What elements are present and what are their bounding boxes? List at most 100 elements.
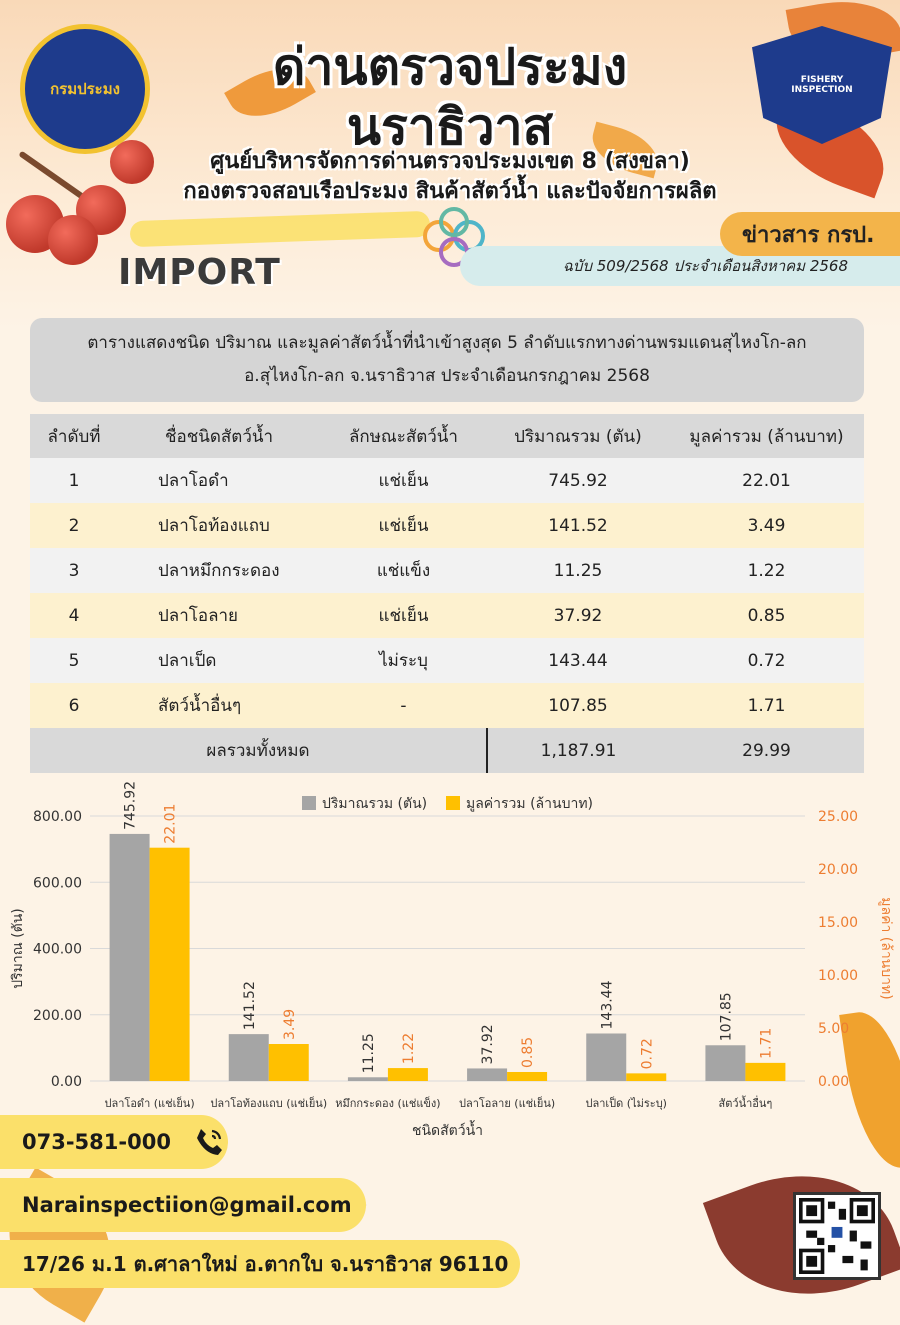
species-cell: ปลาเป็ด <box>118 638 320 683</box>
y-tick-label-left: 400.00 <box>33 942 82 958</box>
value-cell: 22.01 <box>669 458 864 503</box>
table-row: 4 ปลาโอลาย แช่เย็น 37.92 0.85 <box>30 593 864 638</box>
legend-swatch-value <box>446 796 460 810</box>
rank-cell: 6 <box>30 683 118 728</box>
y-tick-label-right: 10.00 <box>818 968 858 984</box>
email-address: Narainspectiion@gmail.com <box>22 1193 352 1217</box>
caption-line-2: อ.สุไหงโก-ลก จ.นราธิวาส ประจำเดือนกรกฎาค… <box>30 360 864 393</box>
table-total-row: ผลรวมทั้งหมด 1,187.91 29.99 <box>30 728 864 773</box>
legend-label-value: มูลค่ารวม (ล้านบาท) <box>466 796 593 812</box>
phone-icon <box>193 1126 225 1158</box>
berry-decoration <box>48 215 98 265</box>
y-tick-label-left: 600.00 <box>33 875 82 891</box>
rank-cell: 2 <box>30 503 118 548</box>
y-tick-label-right: 15.00 <box>818 915 858 931</box>
x-axis-title: ชนิดสัตว์น้ำ <box>412 1120 483 1139</box>
quantity-cell: 745.92 <box>487 458 669 503</box>
total-quantity: 1,187.91 <box>487 728 669 773</box>
column-header: ปริมาณรวม (ตัน) <box>487 414 669 458</box>
x-tick-label: สัตว์น้ำอื่นๆ <box>719 1095 773 1110</box>
bar-value <box>507 1072 547 1081</box>
quantity-cell: 143.44 <box>487 638 669 683</box>
bar-quantity <box>229 1034 269 1081</box>
news-tag: ข่าวสาร กรป. <box>720 212 900 256</box>
y-tick-label-right: 25.00 <box>818 809 858 825</box>
condition-cell: แช่เย็น <box>320 503 487 548</box>
data-label-value: 1.71 <box>758 1028 774 1059</box>
data-label-value: 22.01 <box>163 804 179 844</box>
table-row: 2 ปลาโอท้องแถบ แช่เย็น 141.52 3.49 <box>30 503 864 548</box>
bar-quantity <box>467 1068 507 1081</box>
bar-value <box>388 1068 428 1081</box>
value-cell: 0.72 <box>669 638 864 683</box>
species-cell: สัตว์น้ำอื่นๆ <box>118 683 320 728</box>
y-tick-label-left: 800.00 <box>33 809 82 825</box>
email-contact: Narainspectiion@gmail.com <box>0 1178 366 1232</box>
address-contact: 17/26 ม.1 ต.ศาลาใหม่ อ.ตากใบ จ.นราธิวาส … <box>0 1240 520 1288</box>
bar-quantity <box>110 834 150 1081</box>
bar-quantity <box>586 1033 626 1081</box>
table-row: 6 สัตว์น้ำอื่นๆ - 107.85 1.71 <box>30 683 864 728</box>
bar-quantity <box>705 1045 745 1081</box>
data-label-quantity: 141.52 <box>242 981 258 1030</box>
y-axis-title: ปริมาณ (ตัน) <box>10 908 26 989</box>
value-cell: 1.71 <box>669 683 864 728</box>
column-header: ชื่อชนิดสัตว์น้ำ <box>118 414 320 458</box>
data-label-value: 1.22 <box>401 1033 417 1064</box>
x-tick-label: ปลาโอท้องแถบ (แช่เย็น) <box>210 1096 327 1110</box>
y-axis-title-right: มูลค่า (ล้านบาท) <box>878 897 894 999</box>
table-row: 5 ปลาเป็ด ไม่ระบุ 143.44 0.72 <box>30 638 864 683</box>
bar-value <box>626 1073 666 1081</box>
quantity-cell: 107.85 <box>487 683 669 728</box>
table-row: 3 ปลาหมึกกระดอง แช่แข็ง 11.25 1.22 <box>30 548 864 593</box>
caption-line-1: ตารางแสดงชนิด ปริมาณ และมูลค่าสัตว์น้ำที… <box>30 327 864 360</box>
data-label-value: 3.49 <box>282 1009 298 1040</box>
quantity-cell: 37.92 <box>487 593 669 638</box>
data-label-quantity: 745.92 <box>123 781 139 830</box>
y-tick-label-right: 5.00 <box>818 1021 849 1037</box>
data-label-quantity: 11.25 <box>361 1033 377 1073</box>
data-label-value: 0.85 <box>520 1037 536 1068</box>
qr-code-icon <box>793 1192 881 1280</box>
table-row: 1 ปลาโอดำ แช่เย็น 745.92 22.01 <box>30 458 864 503</box>
column-header: ลำดับที่ <box>30 414 118 458</box>
data-label-value: 0.72 <box>639 1038 655 1069</box>
bar-value <box>745 1063 785 1081</box>
phone-contact: 073-581-000 <box>0 1115 228 1169</box>
legend-label-quantity: ปริมาณรวม (ตัน) <box>322 796 427 812</box>
table-caption: ตารางแสดงชนิด ปริมาณ และมูลค่าสัตว์น้ำที… <box>30 318 864 402</box>
condition-cell: แช่เย็น <box>320 458 487 503</box>
subtitle-division: กองตรวจสอบเรือประมง สินค้าสัตว์น้ำ และปั… <box>150 173 750 208</box>
species-cell: ปลาโอท้องแถบ <box>118 503 320 548</box>
condition-cell: แช่เย็น <box>320 593 487 638</box>
species-cell: ปลาโอลาย <box>118 593 320 638</box>
rank-cell: 4 <box>30 593 118 638</box>
bar-value <box>150 848 190 1081</box>
quantity-cell: 141.52 <box>487 503 669 548</box>
legend-swatch-quantity <box>302 796 316 810</box>
x-tick-label: ปลาโอลาย (แช่เย็น) <box>459 1096 555 1110</box>
y-tick-label-right: 0.00 <box>818 1074 849 1090</box>
column-header: มูลค่ารวม (ล้านบาท) <box>669 414 864 458</box>
y-tick-label-right: 20.00 <box>818 862 858 878</box>
bar-quantity <box>348 1077 388 1081</box>
import-table: ลำดับที่ ชื่อชนิดสัตว์น้ำ ลักษณะสัตว์น้ำ… <box>30 414 864 773</box>
species-cell: ปลาโอดำ <box>118 458 320 503</box>
x-tick-label: หมึกกระดอง (แช่แข็ง) <box>335 1096 440 1110</box>
value-cell: 1.22 <box>669 548 864 593</box>
data-label-quantity: 143.44 <box>599 980 615 1029</box>
condition-cell: ไม่ระบุ <box>320 638 487 683</box>
condition-cell: แช่แข็ง <box>320 548 487 593</box>
total-label: ผลรวมทั้งหมด <box>30 728 487 773</box>
x-tick-label: ปลาโอดำ (แช่เย็น) <box>105 1096 195 1110</box>
y-tick-label-left: 200.00 <box>33 1008 82 1024</box>
condition-cell: - <box>320 683 487 728</box>
column-header: ลักษณะสัตว์น้ำ <box>320 414 487 458</box>
data-label-quantity: 107.85 <box>718 992 734 1041</box>
section-label: IMPORT <box>118 252 281 293</box>
phone-number: 073-581-000 <box>22 1130 171 1154</box>
quantity-cell: 11.25 <box>487 548 669 593</box>
rank-cell: 1 <box>30 458 118 503</box>
import-bar-chart: 0.00200.00400.00600.00800.000.005.0010.0… <box>0 780 900 1150</box>
total-value: 29.99 <box>669 728 864 773</box>
